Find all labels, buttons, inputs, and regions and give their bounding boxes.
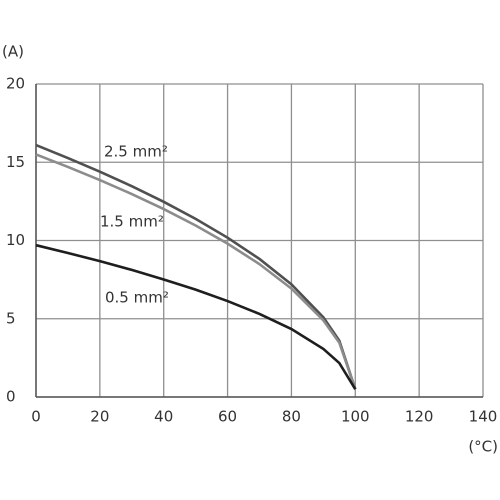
x-tick-label: 100: [341, 408, 370, 426]
y-tick-label: 0: [6, 388, 16, 406]
x-tick-label: 40: [154, 408, 173, 426]
y-tick-label: 15: [6, 153, 25, 171]
y-tick-label: 10: [6, 231, 25, 249]
x-tick-label: 0: [31, 408, 41, 426]
legend-label: 2.5 mm²: [104, 143, 168, 161]
x-tick-label: 80: [282, 408, 301, 426]
legend-label: 1.5 mm²: [100, 213, 164, 231]
y-tick-label: 5: [6, 309, 16, 327]
x-axis-label: (°C): [468, 438, 498, 456]
x-tick-label: 20: [90, 408, 109, 426]
x-tick-label: 120: [405, 408, 434, 426]
series-line: [35, 243, 357, 390]
legend-label: 0.5 mm²: [105, 289, 169, 307]
series-line: [35, 153, 357, 390]
y-tick-label: 20: [6, 75, 25, 93]
x-tick-label: 60: [218, 408, 237, 426]
x-tick-label: 140: [469, 408, 498, 426]
series-line: [35, 143, 357, 390]
y-axis-label: (A): [2, 43, 24, 61]
